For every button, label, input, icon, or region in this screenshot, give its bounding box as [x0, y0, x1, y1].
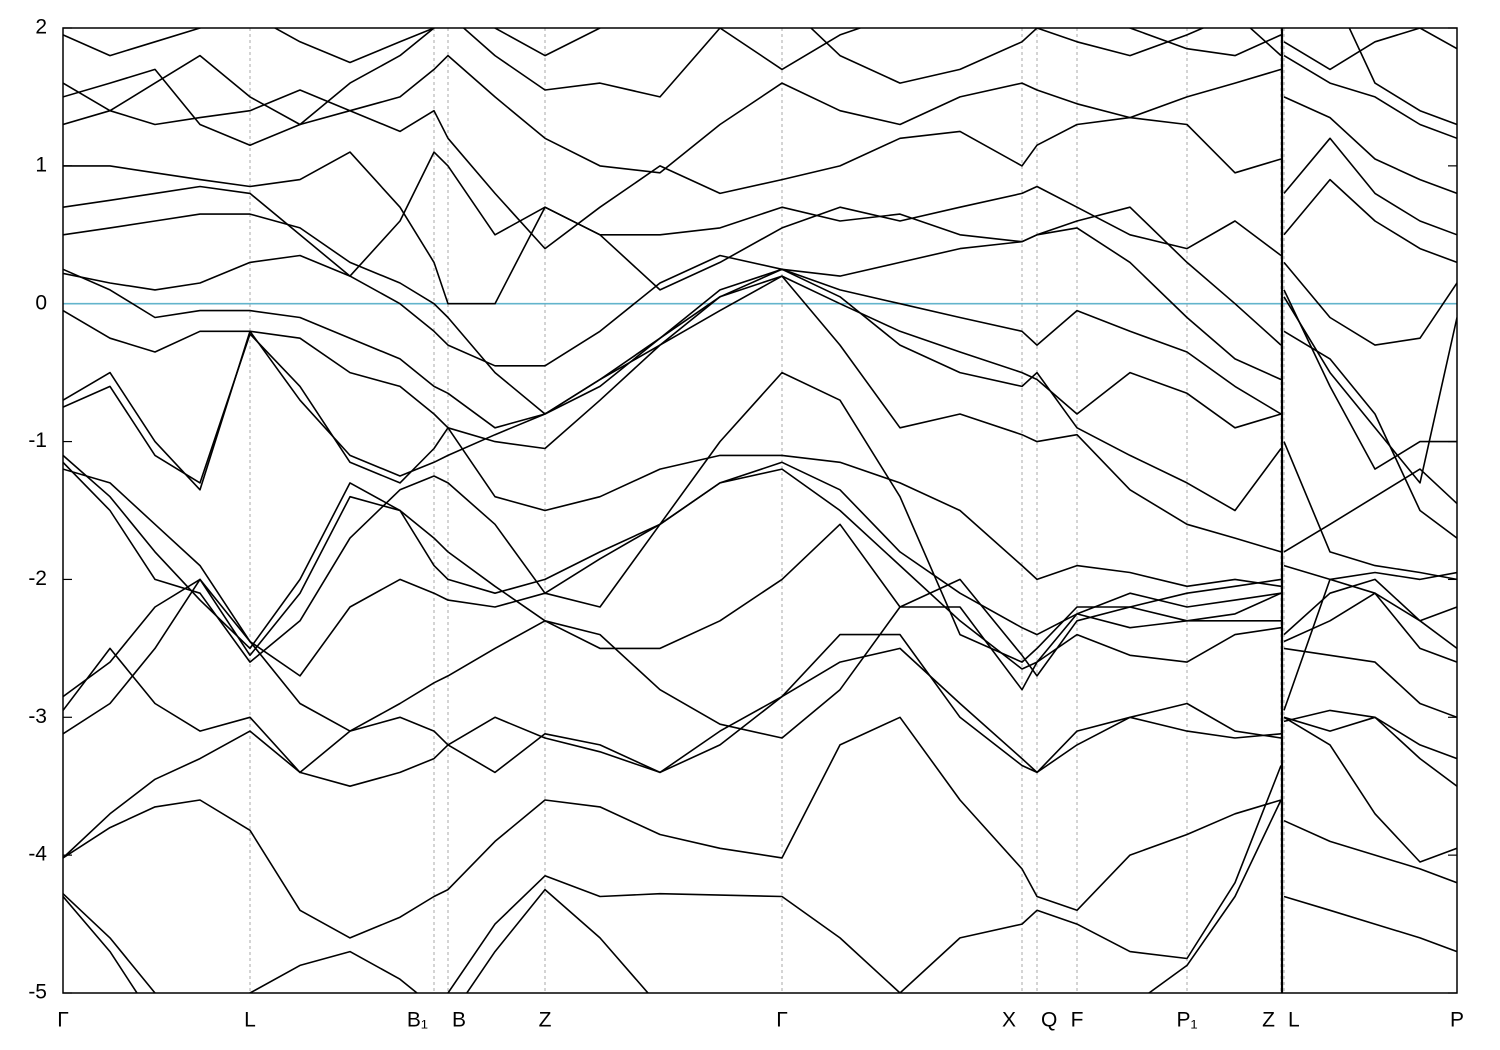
- y-tick-label: -4: [28, 843, 47, 866]
- y-tick-label: -1: [28, 429, 47, 452]
- band-line: [63, 647, 1457, 774]
- band-line: [63, 468, 1457, 719]
- band-line: [63, 28, 1457, 126]
- band-line: [63, 137, 1457, 305]
- x-tick-label: Z: [1262, 1009, 1275, 1032]
- plot-frame: [62, 27, 1458, 994]
- band-line: [63, 151, 1457, 346]
- band-line: [63, 28, 1457, 126]
- x-tick-label: Z: [539, 1009, 552, 1032]
- y-tick-label: -5: [28, 981, 47, 1004]
- band-line: [63, 371, 1457, 663]
- band-line: [63, 799, 1457, 993]
- y-tick-label: -2: [28, 567, 47, 590]
- band-line: [63, 54, 1457, 174]
- x-tick-label: L: [1288, 1009, 1300, 1032]
- band-line: [63, 213, 1457, 415]
- y-tick-label: 1: [35, 153, 47, 176]
- y-tick-label: -3: [28, 705, 47, 728]
- band-line: [63, 454, 1457, 650]
- band-line: [63, 268, 1457, 512]
- x-tick-label: X: [1002, 1009, 1016, 1032]
- band-line: [63, 495, 1457, 735]
- x-tick-label: L: [244, 1009, 256, 1032]
- x-tick-label: Γ: [57, 1009, 69, 1032]
- x-tick-label: F: [1071, 1009, 1084, 1032]
- band-line: [63, 765, 1457, 993]
- x-tick-label: P: [1450, 1009, 1464, 1032]
- band-line: [63, 254, 1457, 484]
- x-tick-label: B₁: [407, 1009, 428, 1032]
- band-line: [63, 716, 1457, 939]
- x-tick-label: Q: [1041, 1009, 1057, 1032]
- y-tick-label: 0: [35, 291, 47, 314]
- x-tick-label: P₁: [1176, 1009, 1197, 1032]
- band-line: [63, 268, 1457, 539]
- x-tick-label: B: [452, 1009, 466, 1032]
- band-line: [63, 68, 1457, 250]
- y-tick-label: 2: [35, 16, 47, 39]
- x-tick-label: Γ: [776, 1009, 788, 1032]
- plot-area: [63, 28, 1457, 993]
